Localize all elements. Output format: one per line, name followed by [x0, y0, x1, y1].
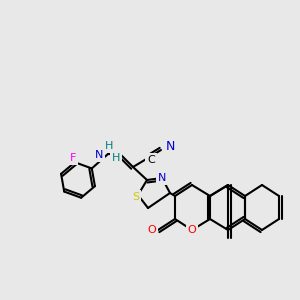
Text: H: H — [105, 141, 113, 151]
Text: H: H — [112, 153, 120, 163]
Text: N: N — [166, 140, 175, 154]
Text: O: O — [188, 225, 196, 235]
Text: F: F — [70, 153, 76, 163]
Text: S: S — [132, 192, 140, 202]
Text: O: O — [148, 225, 156, 235]
Text: C: C — [147, 155, 155, 165]
Text: N: N — [94, 150, 103, 160]
Text: N: N — [158, 173, 166, 183]
